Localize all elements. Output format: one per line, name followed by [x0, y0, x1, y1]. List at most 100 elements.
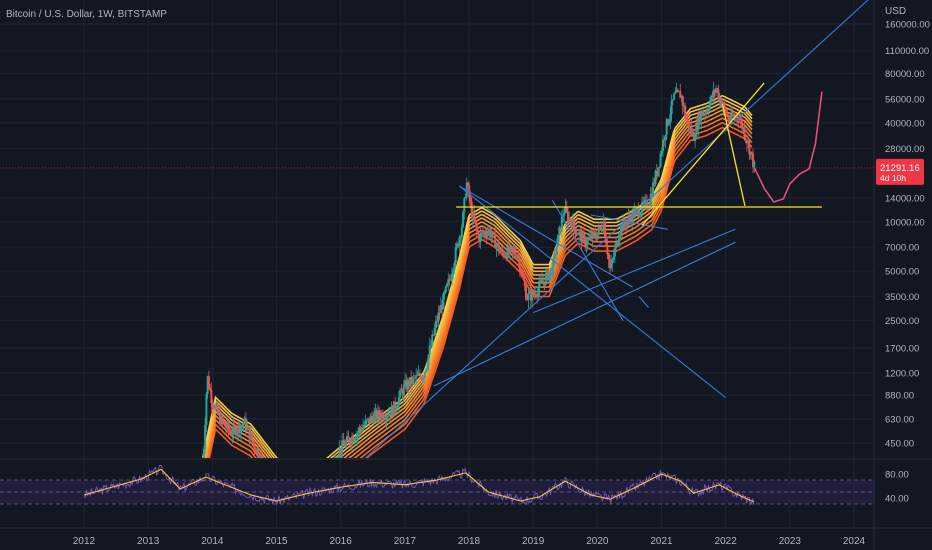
- candle-body: [541, 280, 544, 283]
- price-axis[interactable]: 160000.00 110000.00 80000.00 56000.00 40000.…: [876, 20, 930, 450]
- candle-body: [511, 247, 514, 251]
- candle-body: [362, 426, 365, 431]
- candle-body: [449, 279, 452, 281]
- candle-body: [590, 234, 593, 240]
- current-price-badge[interactable]: [876, 158, 924, 185]
- candle-body: [743, 127, 746, 138]
- price-pane[interactable]: [0, 0, 880, 505]
- projection-path[interactable]: [753, 91, 823, 203]
- candle-body: [589, 234, 592, 238]
- candle-body: [526, 299, 529, 301]
- candle-body: [585, 244, 588, 247]
- trendline-blue[interactable]: [590, 214, 669, 230]
- candle-body: [617, 240, 620, 246]
- candle-body: [370, 416, 373, 418]
- trendline-blue[interactable]: [350, 0, 879, 472]
- candle-body: [210, 389, 213, 404]
- trendline-blue[interactable]: [551, 200, 624, 321]
- candle-body: [528, 291, 531, 294]
- candle-body: [360, 428, 363, 431]
- candle-body: [422, 377, 425, 379]
- candle-body: [246, 426, 249, 431]
- candle-body: [599, 226, 602, 228]
- candle-body: [685, 116, 688, 120]
- candle-body: [527, 293, 530, 300]
- ribbon-line: [208, 126, 753, 458]
- price-tick-label: 450.00: [885, 439, 914, 450]
- candle-body: [533, 293, 536, 295]
- candle-body: [671, 99, 674, 101]
- trendline-yellow[interactable]: [721, 104, 746, 207]
- candle-body: [523, 280, 526, 286]
- candle-body: [684, 105, 687, 117]
- candle-body: [565, 206, 568, 212]
- candle-body: [634, 208, 637, 211]
- trendline-blue[interactable]: [638, 296, 650, 309]
- rsi-ma-line: [83, 468, 755, 503]
- candle-body: [513, 250, 516, 255]
- time-axis[interactable]: 2012 2013 2014 2015 2016 2017 2018 2019 2020 2021…: [73, 536, 866, 547]
- time-tick-label: 2013: [137, 536, 160, 547]
- candle-body: [443, 292, 446, 294]
- candle-body: [713, 89, 716, 93]
- candle-body: [425, 369, 428, 373]
- trendline-blue[interactable]: [459, 185, 727, 399]
- candle-body: [521, 273, 524, 275]
- candle-body: [747, 140, 750, 144]
- candle-body: [603, 221, 606, 237]
- candle-body: [474, 219, 477, 224]
- price-tick-label: 880.00: [885, 391, 914, 402]
- candle-body: [616, 242, 619, 246]
- candle-body: [354, 438, 357, 440]
- candle-body: [644, 199, 647, 201]
- candle-body: [478, 234, 481, 243]
- candle-body: [459, 237, 462, 239]
- candle-body: [548, 272, 551, 280]
- candle-body: [455, 243, 458, 248]
- trendline-blue[interactable]: [532, 228, 736, 314]
- price-tick-label: 630.00: [885, 414, 914, 425]
- candle-body: [418, 373, 421, 377]
- candle-body: [489, 229, 492, 238]
- candle-body: [724, 107, 727, 114]
- price-tick-label: 40000.00: [885, 118, 925, 129]
- candle-body: [241, 424, 244, 426]
- candle-body: [711, 95, 714, 98]
- candle-body: [660, 151, 663, 154]
- ribbon-line: [202, 98, 753, 458]
- trendline-blue[interactable]: [459, 185, 633, 288]
- candle-body: [697, 113, 700, 130]
- candle-body: [642, 202, 645, 204]
- candle-body: [359, 427, 362, 429]
- candle-body: [236, 431, 239, 436]
- trendline-blue[interactable]: [433, 241, 736, 387]
- price-tick-label: 160000.00: [885, 20, 930, 31]
- candle-body: [576, 233, 579, 236]
- candle-body: [475, 223, 478, 230]
- trendline-yellow[interactable]: [641, 82, 765, 226]
- candle-body: [429, 344, 432, 346]
- candle-body: [233, 425, 236, 428]
- candle-body: [554, 253, 557, 256]
- candle-body: [341, 440, 344, 453]
- candle-body: [389, 413, 392, 417]
- candle-body: [353, 439, 356, 442]
- candle-body: [405, 380, 408, 390]
- candle-body: [542, 281, 545, 283]
- candle-body: [420, 376, 423, 380]
- candle-body: [448, 279, 451, 281]
- ribbon-line: [204, 105, 753, 458]
- rsi-pane[interactable]: 80.00 40.00: [0, 464, 909, 506]
- candle-body: [230, 431, 233, 436]
- candle-body: [752, 153, 755, 168]
- bar-countdown: 4d 10h: [880, 173, 906, 183]
- time-tick-label: 2017: [394, 536, 417, 547]
- candle-body: [481, 232, 484, 234]
- candle-body: [407, 380, 410, 387]
- candle-body: [390, 407, 393, 417]
- candle-body: [352, 436, 355, 442]
- candle-body: [251, 432, 254, 440]
- candle-body: [221, 416, 224, 422]
- time-tick-label: 2021: [650, 536, 673, 547]
